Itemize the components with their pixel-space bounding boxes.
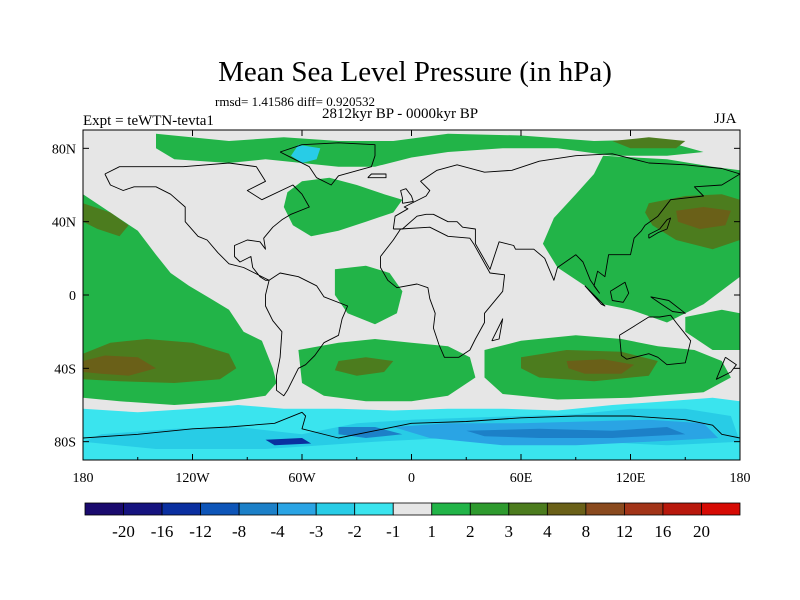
colorbar-box: [354, 502, 394, 516]
period-text: 2812kyr BP - 0000kyr BP: [322, 106, 479, 122]
contour-region: [466, 427, 686, 438]
colorbar-label: -3: [309, 522, 323, 541]
contour-region: [83, 355, 156, 376]
coastline: [104, 162, 310, 281]
colorbar-label: -20: [112, 522, 135, 541]
colorbar-box: [277, 502, 317, 516]
x-tick-label: 180: [73, 471, 94, 486]
coastline: [392, 153, 740, 294]
colorbar-box: [701, 502, 741, 516]
colorbar-box: [508, 502, 548, 516]
colorbar-label: 12: [616, 522, 633, 541]
colorbar-label: -8: [232, 522, 246, 541]
season-label: JJA: [714, 111, 737, 127]
colorbar-box: [123, 502, 163, 516]
colorbar-label: 20: [693, 522, 710, 541]
contour-region: [291, 144, 321, 163]
stats-text: rmsd= 1.41586 diff= 0.920532: [215, 94, 375, 109]
x-tick-label: 180: [730, 471, 751, 486]
colorbar-box: [84, 502, 124, 516]
y-tick-label: 80S: [54, 436, 76, 451]
colorbar-box: [238, 502, 279, 516]
colorbar-box: [469, 502, 510, 516]
colorbar-label: 8: [582, 522, 591, 541]
coastline: [83, 411, 740, 439]
contour-region: [283, 177, 403, 237]
chart-title: Mean Sea Level Pressure (in hPa): [218, 56, 612, 88]
x-tick-label: 120W: [175, 471, 210, 486]
coastline: [609, 281, 630, 303]
colorbar-label: -12: [189, 522, 212, 541]
coastline: [648, 217, 672, 239]
coastline: [380, 226, 506, 358]
colorbar-label: -4: [271, 522, 286, 541]
contour-region: [612, 137, 686, 149]
y-tick-label: 0: [69, 289, 76, 304]
colorbar-label: -1: [386, 522, 400, 541]
colorbar-box: [392, 502, 433, 516]
contour-region: [83, 203, 129, 237]
colorbar-label: -16: [151, 522, 174, 541]
y-tick-label: 40S: [54, 362, 76, 377]
coastline: [265, 272, 349, 397]
colorbar-box: [161, 502, 201, 516]
colorbar: -20 -16 -12 -8 -4 -3 -2 -1 1 2 3 4 8 12 16 20: [84, 502, 741, 541]
coastline: [584, 285, 606, 307]
y-tick-label: 40N: [52, 216, 76, 231]
colorbar-box: [315, 502, 356, 516]
contour-region: [566, 359, 635, 374]
contour-region: [685, 309, 740, 350]
colorbar-box: [585, 502, 625, 516]
contour-region: [265, 438, 312, 446]
colorbar-label: 16: [654, 522, 671, 541]
coastline: [367, 173, 387, 179]
colorbar-box: [662, 502, 702, 516]
contour-region: [334, 357, 394, 376]
map-layer: [83, 130, 740, 460]
colorbar-label: 3: [505, 522, 514, 541]
colorbar-box: [200, 502, 240, 516]
y-tick-label: 80N: [52, 142, 76, 157]
axis-ticks: 180 120W 60W 0 60E 120E 180 80N 40N 0 40S 80S: [52, 130, 751, 486]
contour-region: [298, 339, 476, 402]
colorbar-box: [546, 502, 587, 516]
coastline: [650, 296, 686, 314]
x-tick-label: 0: [408, 471, 415, 486]
coastline: [715, 356, 737, 380]
x-tick-label: 120E: [616, 471, 646, 486]
colorbar-label: 4: [543, 522, 552, 541]
contour-region: [334, 265, 403, 325]
coastline: [400, 188, 414, 204]
colorbar-box: [431, 502, 471, 516]
colorbar-label: 1: [428, 522, 437, 541]
experiment-label: Expt = teWTN-tevta1: [83, 113, 214, 129]
colorbar-box: [624, 502, 664, 516]
colorbar-label: -2: [348, 522, 362, 541]
coastline: [619, 314, 692, 366]
x-tick-label: 60W: [288, 471, 316, 486]
colorbar-label: 2: [466, 522, 475, 541]
coastline: [279, 142, 376, 186]
contour-region: [676, 207, 731, 229]
coastline: [491, 318, 504, 342]
x-tick-label: 60E: [510, 471, 533, 486]
